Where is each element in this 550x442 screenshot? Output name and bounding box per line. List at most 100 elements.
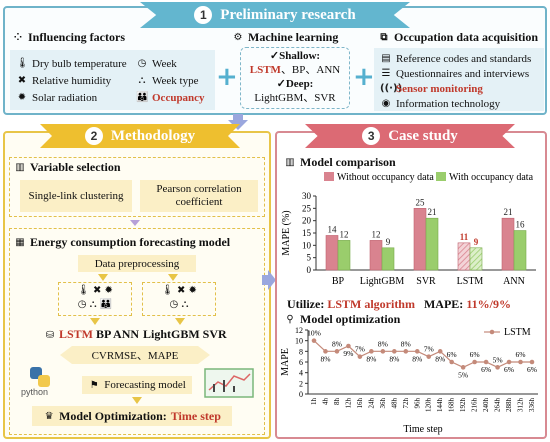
comparison-summary: Utilize: LSTM algorithm MAPE: 11%/9% [287, 297, 511, 311]
shallow-models: LSTM、BP、ANN [249, 64, 341, 76]
point-label: 10% [307, 329, 321, 338]
x-tick-label: 264h [494, 398, 502, 413]
bar-value-label: 9 [386, 237, 391, 247]
data-point [460, 365, 466, 370]
sun-icon: ✹ [17, 92, 27, 103]
x-tick-label: 16h [356, 398, 364, 409]
point-label: 5% [458, 370, 468, 379]
banner-title: Methodology [110, 127, 196, 144]
point-label: 6% [481, 365, 491, 374]
model-optimization-step: ♛ Model Optimization: Time step [32, 406, 232, 426]
thermometer-icon: 🌡 [16, 58, 29, 69]
x-tick-label: 1h [310, 398, 318, 406]
bar-value-label: 14 [328, 224, 338, 234]
y-tick-label: 10 [295, 337, 303, 346]
model-comparison-chart: Without occupancy data With occupancy dat… [281, 172, 536, 287]
deep-label: ✓Deep: [276, 78, 314, 90]
model-optimization-chart: 0 24 6 810 12 MAPE 10% 1h 8% 4h 8% 8h 9% 12h 7% 16h 8% 24… [280, 326, 538, 435]
data-point [495, 365, 500, 370]
magnifier-icon: ⚲ [286, 314, 294, 325]
x-tick-label: 168h [448, 398, 456, 413]
point-label: 6% [516, 350, 526, 359]
data-point [380, 349, 386, 354]
step-number: 3 [362, 127, 381, 145]
data-point [437, 349, 443, 354]
variable-selection-title: ▥ Variable selection [15, 160, 121, 174]
models-right: LightGBM SVR [143, 327, 227, 341]
feature-icons-row1: 🌡 ✖ ✹ [77, 285, 113, 296]
influencing-factors-title: ⁘ Influencing factors [13, 30, 125, 44]
data-point [369, 349, 374, 354]
layers-icon: ⧉ [380, 32, 388, 43]
bar-value-label: 16 [516, 220, 526, 230]
y-tick-label: 4 [299, 369, 303, 378]
case-study-banner: 3 Case study [305, 124, 515, 148]
point-label: 6% [527, 365, 537, 374]
x-tick-label: 36h [379, 398, 387, 409]
data-point [392, 349, 397, 354]
x-tick-label: 24h [367, 398, 375, 409]
flag-icon: ⚑ [89, 379, 99, 391]
feature-icons-row2: ◷ ⛬ [169, 299, 189, 310]
document-icon: ▤ [381, 53, 391, 64]
legend-marker [489, 329, 495, 335]
data-point [426, 354, 432, 359]
point-label: 7% [424, 345, 434, 354]
bar [469, 247, 483, 271]
data-point [334, 349, 340, 354]
y-tick-label: 12 [295, 326, 303, 335]
x-tick-label: 288h [505, 398, 513, 413]
globe-icon: ◉ [381, 98, 391, 109]
x-tick-label: 144h [436, 398, 444, 413]
factor-week: ◷ Week [137, 57, 177, 70]
variable-selection-box [9, 157, 265, 217]
y-tick-label: 2 [299, 379, 303, 388]
x-tick-label: SVR [416, 276, 436, 287]
point-label: 8% [320, 354, 330, 363]
x-axis-label: Time step [403, 424, 442, 435]
point-label: 8% [366, 354, 376, 363]
bar [425, 217, 439, 271]
data-point [483, 359, 489, 365]
machine-learning-box [240, 47, 350, 109]
data-preprocessing-step: Data preprocessing [78, 255, 196, 272]
clipboard-icon: ☰ [381, 68, 391, 79]
y-tick-label: 10 [302, 240, 312, 250]
y-tick-label: 8 [299, 347, 303, 356]
point-label: 8% [412, 354, 422, 363]
bar-value-label: 25 [416, 197, 426, 207]
point-label: 8% [401, 339, 411, 348]
occ-item-sensors: ((·)) Sensor monitoring [380, 82, 483, 95]
arrow-down [130, 220, 140, 226]
x-tick-label: 192h [459, 398, 467, 413]
arrow-down [132, 397, 142, 404]
x-tick-label: BP [332, 276, 345, 287]
data-point [518, 359, 523, 365]
banner-title: Case study [388, 127, 458, 144]
x-tick-label: 216h [471, 398, 479, 413]
y-tick-label: 25 [302, 203, 312, 213]
point-label: 8% [332, 339, 342, 348]
x-tick-label: 48h [390, 398, 398, 409]
point-label: 8% [435, 354, 445, 363]
metrics-step: CVRMSE、MAPE [60, 346, 210, 364]
hierarchy-icon: ⛬ [138, 75, 146, 86]
sensor-icon: ((·)) [380, 83, 403, 94]
y-tick-label: 0 [299, 390, 303, 399]
model-optimization-title: ⚲ Model optimization [284, 312, 400, 327]
data-point [323, 349, 328, 354]
point-label: 8% [378, 339, 388, 348]
legend-swatch [324, 172, 334, 181]
factor-humidity: ✖ Relative humidity [17, 74, 112, 87]
occ-item-it: ◉ Information technology [381, 97, 501, 110]
x-tick-label: 4h [321, 398, 329, 406]
forecasting-model-step: ⚑ Forecasting model [82, 376, 192, 394]
step-number: 1 [194, 6, 213, 24]
bar [381, 247, 395, 271]
data-point [311, 338, 317, 343]
energy-model-title: ▦ Energy consumption forecasting model [15, 235, 231, 249]
factor-occupancy: 👪 Occupancy [136, 91, 205, 104]
point-label: 8% [389, 354, 399, 363]
flow-arrow-down [228, 114, 248, 130]
arrow-down [175, 318, 185, 325]
